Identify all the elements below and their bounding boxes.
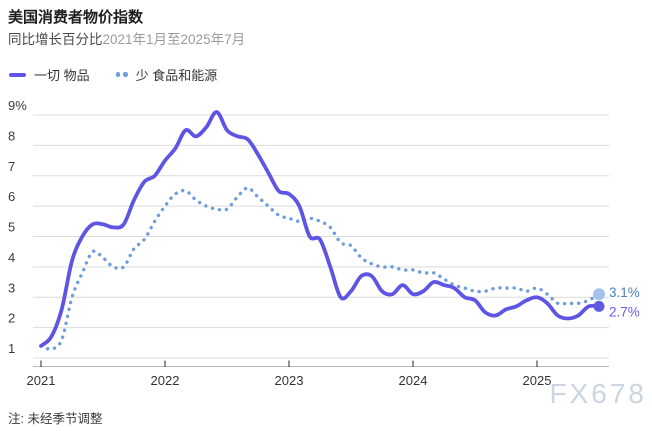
legend-label-core: 少 食品和能源 bbox=[135, 68, 218, 83]
x-axis-tick-label: 2024 bbox=[399, 373, 428, 388]
y-axis-tick-label: 9% bbox=[8, 98, 27, 113]
core-end-value-label: 3.1% bbox=[609, 285, 640, 300]
core-cpi-line bbox=[39, 186, 601, 351]
legend: 一切 物品 少 食品和能源 bbox=[9, 65, 217, 84]
y-axis-tick-label: 2 bbox=[8, 311, 15, 326]
legend-item-all-items: 一切 物品 bbox=[9, 65, 90, 84]
x-axis-tick-label: 2025 bbox=[523, 373, 552, 388]
y-axis-tick-label: 4 bbox=[8, 250, 15, 265]
y-axis-tick-label: 7 bbox=[8, 159, 15, 174]
headline-cpi-line bbox=[39, 110, 601, 348]
solid-line-swatch bbox=[9, 72, 26, 77]
footnote: 注: 未经季节调整 bbox=[8, 412, 103, 426]
y-axis-tick-label: 6 bbox=[8, 189, 15, 204]
headline-end-dot bbox=[593, 300, 605, 312]
page-title: 美国消费者物价指数 bbox=[8, 9, 144, 26]
subtitle-date-range: 2021年1月至2025年7月 bbox=[102, 32, 246, 47]
y-axis-tick-label: 1 bbox=[8, 341, 15, 356]
chart-subtitle: 同比增长百分比2021年1月至2025年7月 bbox=[8, 28, 245, 48]
x-axis-tick-label: 2022 bbox=[151, 373, 180, 388]
x-axis-tick-label: 2021 bbox=[27, 373, 56, 388]
y-axis-tick-label: 8 bbox=[8, 128, 15, 143]
y-axis-tick-label: 5 bbox=[8, 220, 15, 235]
y-axis-tick-label: 3 bbox=[8, 280, 15, 295]
subtitle-label: 同比增长百分比 bbox=[8, 32, 103, 47]
x-axis-tick-label: 2023 bbox=[275, 373, 304, 388]
legend-item-core: 少 食品和能源 bbox=[115, 65, 218, 84]
headline-end-value-label: 2.7% bbox=[609, 304, 640, 319]
dotted-line-swatch bbox=[115, 72, 128, 77]
core-end-dot bbox=[593, 288, 605, 301]
watermark: FX678 bbox=[549, 378, 647, 409]
legend-label-all-items: 一切 物品 bbox=[34, 68, 90, 83]
